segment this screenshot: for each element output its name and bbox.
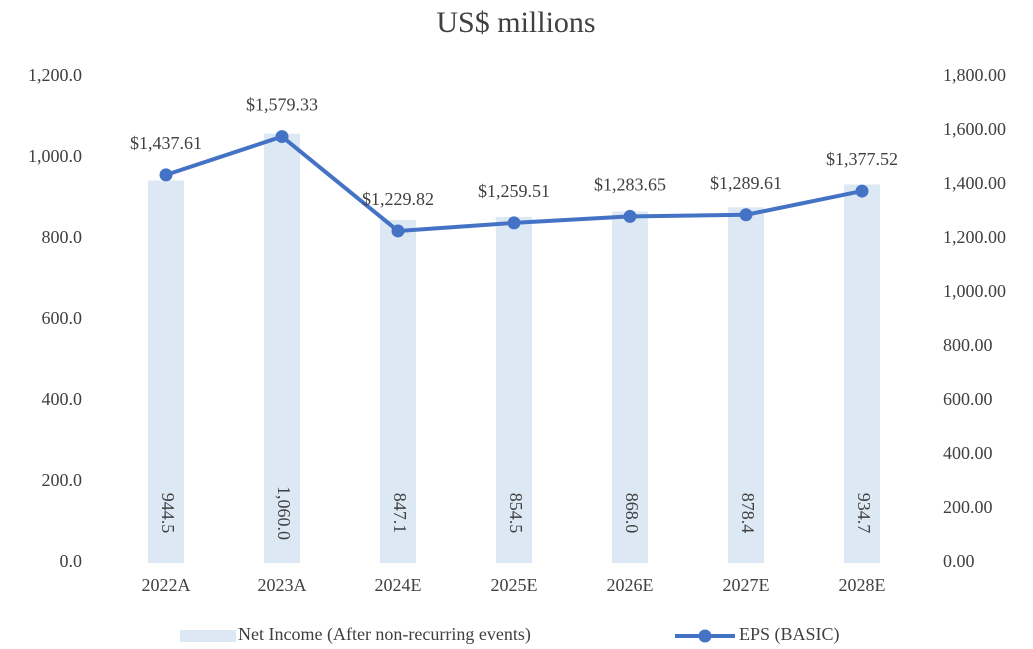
line-value-label: $1,437.61	[130, 133, 202, 153]
y2-tick-label: 1,600.00	[943, 119, 1006, 139]
bar-value-label: 1,060.0	[274, 486, 294, 540]
y2-tick-label: 800.00	[943, 335, 993, 355]
bar	[612, 211, 648, 563]
line-point	[275, 130, 289, 144]
y-tick-label: 200.0	[42, 470, 83, 490]
y2-tick-label: 1,400.00	[943, 173, 1006, 193]
bar	[844, 184, 880, 563]
bar	[728, 207, 764, 564]
x-tick-label: 2025E	[491, 575, 538, 595]
line-value-label: $1,579.33	[246, 95, 318, 115]
line-point	[507, 216, 521, 230]
y-tick-label: 600.0	[42, 308, 83, 328]
y2-tick-label: 200.00	[943, 497, 993, 517]
bar	[496, 216, 532, 564]
x-tick-label: 2028E	[839, 575, 886, 595]
bar	[264, 133, 300, 563]
line-point	[159, 168, 173, 182]
bar-value-label: 934.7	[854, 493, 874, 534]
line-value-label: $1,377.52	[826, 149, 898, 169]
legend-label: EPS (BASIC)	[739, 624, 840, 645]
x-tick-label: 2022A	[142, 575, 191, 595]
line-value-label: $1,283.65	[594, 175, 666, 195]
x-tick-label: 2027E	[723, 575, 770, 595]
y2-tick-label: 1,000.00	[943, 281, 1006, 301]
line-point	[855, 184, 869, 198]
line-value-label: $1,229.82	[362, 189, 434, 209]
bar-value-label: 854.5	[506, 493, 526, 534]
x-tick-label: 2026E	[607, 575, 654, 595]
y2-tick-label: 1,200.00	[943, 227, 1006, 247]
bar-value-label: 878.4	[738, 493, 758, 534]
line-point	[391, 224, 405, 238]
legend-label: Net Income (After non-recurring events)	[238, 624, 531, 645]
legend-swatch	[180, 630, 236, 642]
y-tick-label: 0.0	[60, 551, 83, 571]
y2-tick-label: 600.00	[943, 389, 993, 409]
y-tick-label: 1,000.0	[28, 146, 82, 166]
y2-tick-label: 0.00	[943, 551, 975, 571]
bar-value-label: 944.5	[158, 493, 178, 534]
bar	[148, 180, 184, 564]
line-point	[623, 209, 637, 223]
y-tick-label: 800.0	[42, 227, 83, 247]
bar	[380, 219, 416, 563]
line-value-label: $1,259.51	[478, 181, 550, 201]
y2-tick-label: 400.00	[943, 443, 993, 463]
legend-swatch-point	[698, 629, 712, 643]
line-value-label: $1,289.61	[710, 173, 782, 193]
chart-title: US$ millions	[436, 6, 595, 39]
y-tick-label: 1,200.0	[28, 65, 82, 85]
line-point	[739, 208, 753, 222]
x-tick-label: 2024E	[375, 575, 422, 595]
x-tick-label: 2023A	[258, 575, 307, 595]
bar-value-label: 847.1	[390, 493, 410, 534]
bar-value-label: 868.0	[622, 493, 642, 534]
y-tick-label: 400.0	[42, 389, 83, 409]
y2-tick-label: 1,800.00	[943, 65, 1006, 85]
